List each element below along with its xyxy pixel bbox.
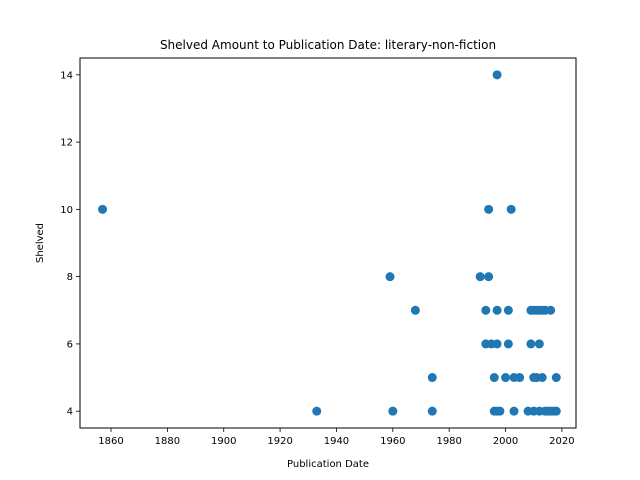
y-tick-label: 10 bbox=[60, 205, 73, 216]
y-tick-label: 6 bbox=[67, 339, 73, 350]
scatter-point bbox=[509, 406, 519, 416]
x-tick-label: 2000 bbox=[493, 436, 518, 447]
scatter-point bbox=[492, 339, 502, 349]
scatter-point bbox=[526, 339, 536, 349]
scatter-point bbox=[503, 305, 513, 315]
x-tick-label: 1960 bbox=[380, 436, 405, 447]
scatter-point bbox=[484, 272, 494, 282]
ticks-layer: 1860 1880 1900 1920 1940 1960 1980 2000 2020 4 6 8 1… bbox=[60, 70, 574, 447]
x-tick-label: 2020 bbox=[549, 436, 574, 447]
scatter-point bbox=[98, 204, 108, 214]
x-tick-label: 1860 bbox=[98, 436, 123, 447]
scatter-point bbox=[492, 70, 502, 80]
points-layer bbox=[98, 70, 561, 416]
scatter-point bbox=[481, 305, 491, 315]
scatter-point bbox=[492, 305, 502, 315]
scatter-point bbox=[503, 339, 513, 349]
scatter-point bbox=[427, 406, 437, 416]
scatter-point bbox=[312, 406, 322, 416]
scatter-point bbox=[495, 406, 505, 416]
scatter-point bbox=[506, 204, 516, 214]
y-axis-label: Shelved bbox=[35, 223, 46, 263]
plot-area-frame bbox=[79, 57, 577, 429]
x-tick-label: 1920 bbox=[267, 436, 292, 447]
scatter-point bbox=[515, 373, 525, 383]
scatter-point bbox=[484, 204, 494, 214]
x-tick-label: 1940 bbox=[324, 436, 349, 447]
x-tick-label: 1980 bbox=[436, 436, 461, 447]
y-tick-label: 14 bbox=[60, 70, 73, 81]
y-tick-label: 8 bbox=[67, 272, 73, 283]
scatter-point bbox=[551, 406, 561, 416]
scatter-point bbox=[546, 305, 556, 315]
scatter-point bbox=[427, 373, 437, 383]
scatter-point bbox=[489, 373, 499, 383]
scatter-point bbox=[385, 272, 395, 282]
chart-title: Shelved Amount to Publication Date: lite… bbox=[160, 38, 496, 52]
scatter-point bbox=[537, 373, 547, 383]
x-tick-label: 1900 bbox=[211, 436, 236, 447]
y-tick-label: 12 bbox=[60, 138, 73, 149]
y-tick-label: 4 bbox=[67, 407, 73, 418]
scatter-point bbox=[388, 406, 398, 416]
scatter-point bbox=[475, 272, 485, 282]
scatter-point bbox=[534, 339, 544, 349]
scatter-point bbox=[551, 373, 561, 383]
x-axis-label: Publication Date bbox=[287, 459, 369, 470]
x-tick-label: 1880 bbox=[155, 436, 180, 447]
scatter-point bbox=[501, 373, 511, 383]
scatter-point bbox=[410, 305, 420, 315]
